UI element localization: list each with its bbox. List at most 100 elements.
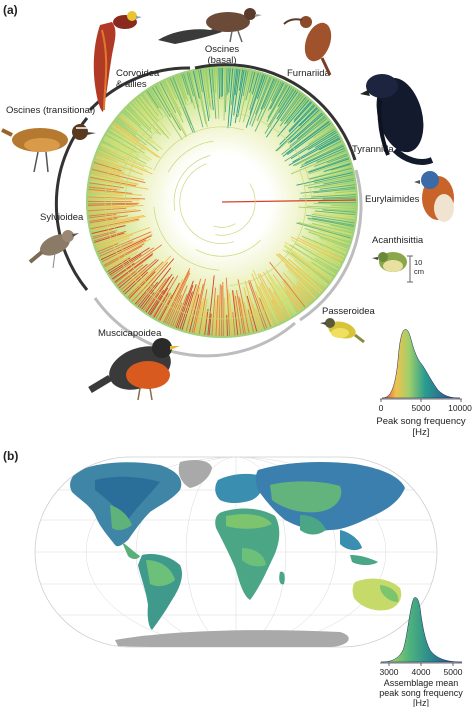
tree-branch xyxy=(246,295,258,332)
tree-branch xyxy=(102,141,147,165)
tree-branch xyxy=(313,188,356,194)
tree-branch xyxy=(236,290,245,335)
tree-branch xyxy=(88,185,120,191)
tree-branch xyxy=(216,68,220,119)
tree-branch xyxy=(286,98,308,124)
tree-branch xyxy=(290,252,331,282)
tree-branch xyxy=(275,109,320,152)
tree-branch xyxy=(308,160,350,175)
tree-branch xyxy=(124,271,149,295)
tree-branch xyxy=(312,212,356,219)
tree-branch xyxy=(247,309,255,333)
tree-branch xyxy=(99,241,134,257)
tree-branch xyxy=(299,196,356,200)
tree-branch xyxy=(247,280,266,330)
tree-branch xyxy=(301,235,346,256)
tree-branch xyxy=(204,69,211,107)
phylogeny-tree xyxy=(54,63,363,358)
tree-branch xyxy=(257,273,283,323)
tree-branch xyxy=(88,209,137,215)
tree-branch xyxy=(322,197,356,200)
tree-branch xyxy=(167,294,182,325)
tree-branch xyxy=(311,213,355,221)
tree-branch xyxy=(319,184,355,190)
tree-branch xyxy=(164,270,190,324)
tree-branch xyxy=(91,219,140,231)
tree-branch xyxy=(90,174,139,186)
tree-branch xyxy=(258,286,277,325)
tree-branch xyxy=(142,278,167,311)
tree-branch xyxy=(89,215,128,222)
tree-branch xyxy=(296,282,314,302)
tree-branch xyxy=(126,267,156,297)
tree-branch xyxy=(266,84,288,122)
clade-label-oscines-transitional: Oscines (transitional) xyxy=(6,105,95,116)
tree-branch xyxy=(267,82,283,111)
tree-branch xyxy=(308,158,350,173)
tree-branch xyxy=(162,81,184,123)
tree-branch xyxy=(95,226,151,248)
tree-branch xyxy=(251,273,275,326)
tree-branch xyxy=(292,286,309,306)
tree-branch xyxy=(237,279,250,334)
tree-branch xyxy=(267,84,287,119)
tree-branch xyxy=(308,127,334,145)
tree-branch xyxy=(252,269,279,324)
tree-branch xyxy=(290,239,340,267)
tree-branch xyxy=(196,297,205,334)
tree-branch xyxy=(330,163,351,171)
tree-branch xyxy=(122,259,159,293)
tree-branch xyxy=(125,108,146,128)
tree-branch xyxy=(276,89,297,120)
tree-branch xyxy=(256,78,276,121)
tree-branch xyxy=(127,261,164,298)
assemblage-tick-5000: 5000 xyxy=(444,667,463,677)
tree-branch xyxy=(177,284,194,329)
tree-branch xyxy=(307,179,355,189)
tree-branch xyxy=(186,72,194,97)
tree-branch xyxy=(259,297,272,327)
tree-branch xyxy=(193,278,206,334)
tree-branch xyxy=(218,67,221,100)
bird-bird-of-paradise-illustration xyxy=(93,11,142,112)
tree-branch xyxy=(113,122,140,142)
tree-branch xyxy=(88,210,141,217)
tree-branch xyxy=(267,274,294,316)
tree-branch xyxy=(102,238,151,264)
tree-branch xyxy=(249,280,268,329)
frequency-tick-10000: 10000 xyxy=(448,403,472,413)
clade-label-corvoidea: Corvoidea xyxy=(116,68,160,79)
tree-branch xyxy=(91,168,146,184)
tree-branch xyxy=(297,281,315,300)
tree-branch xyxy=(156,84,187,138)
tree-branch xyxy=(121,113,163,150)
tree-branch xyxy=(87,202,140,205)
assemblage-density-legend: 3000 4000 5000 Assemblage mean peak song… xyxy=(379,597,463,707)
tree-branch xyxy=(287,112,323,144)
tree-branch xyxy=(316,149,346,163)
tree-branch xyxy=(304,227,350,244)
tree-branch xyxy=(272,274,300,312)
tree-branch xyxy=(307,217,354,228)
tree-branch xyxy=(244,280,260,331)
tree-branch xyxy=(103,243,145,266)
tree-branch xyxy=(159,282,180,321)
tree-inner-arc xyxy=(229,168,307,286)
tree-branch xyxy=(164,80,182,116)
tree-branch xyxy=(270,282,292,317)
tree-branch xyxy=(139,267,172,309)
tree-branch xyxy=(114,253,154,283)
tree-branch xyxy=(88,214,117,219)
tree-branch xyxy=(119,114,154,144)
tree-branch xyxy=(213,68,217,94)
tree-branch xyxy=(91,229,113,236)
assemblage-tick-3000: 3000 xyxy=(380,667,399,677)
tree-branch xyxy=(256,75,266,99)
tree-branch xyxy=(141,94,159,117)
tree-branch xyxy=(245,71,254,101)
tree-branch xyxy=(255,308,263,330)
tree-branch xyxy=(224,68,228,113)
clade-label-sylvioidea: Sylvioidea xyxy=(40,212,84,223)
tree-branch xyxy=(105,134,137,153)
tree-branch xyxy=(243,286,256,332)
